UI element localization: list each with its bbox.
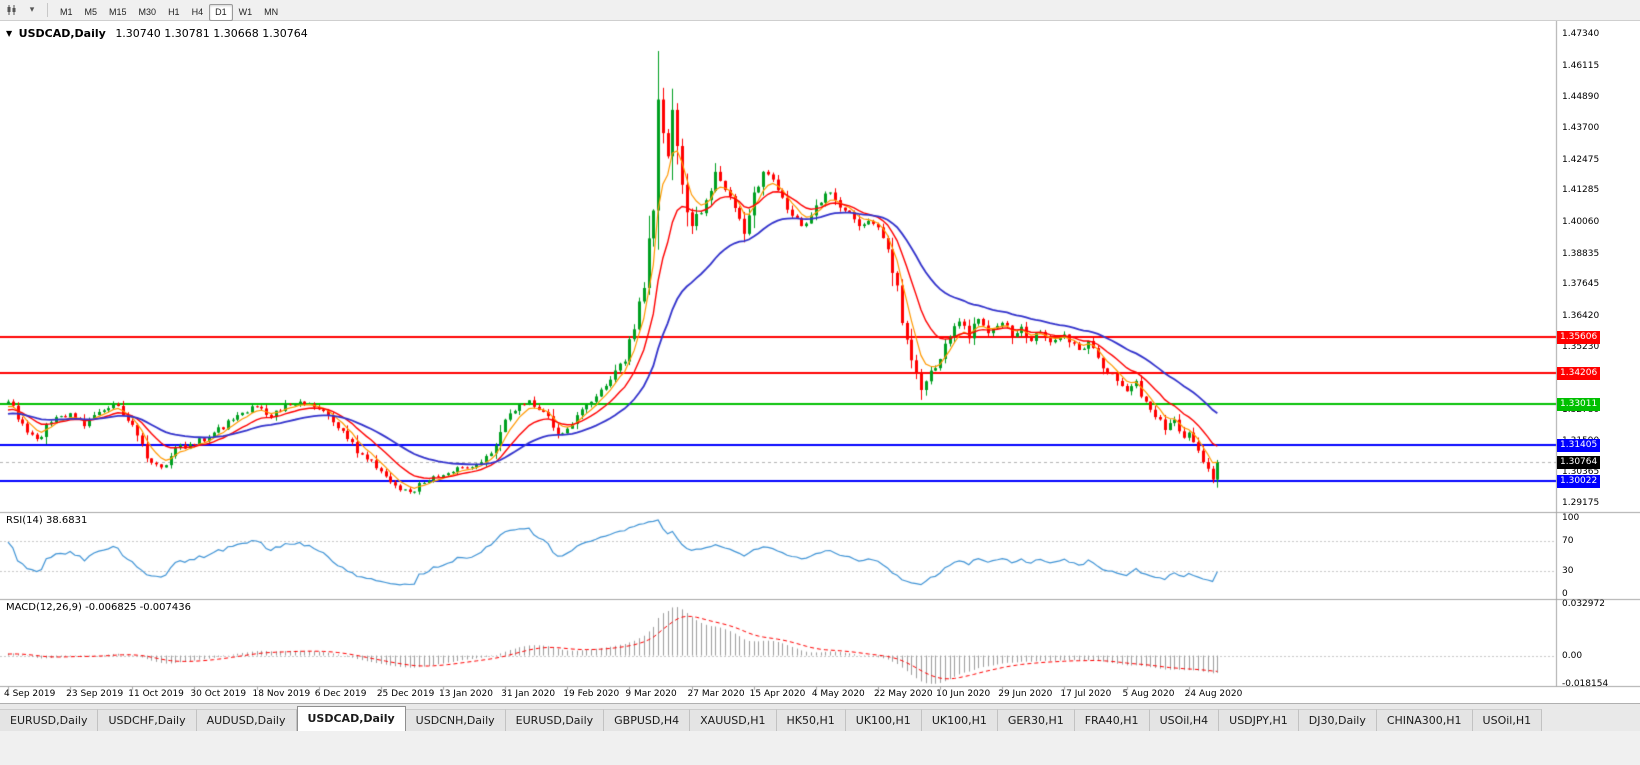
date-axis-label: 30 Oct 2019 — [190, 689, 247, 699]
hline-price-badge: 1.34206 — [1557, 367, 1601, 381]
chart-tab-gbpusd-h4[interactable]: GBPUSD,H4 — [604, 709, 691, 731]
price-axis-label: 1.42475 — [1562, 154, 1600, 165]
timeframe-button-h1[interactable]: H1 — [162, 4, 186, 21]
date-axis-label: 4 Sep 2019 — [4, 689, 56, 699]
price-axis-label: 1.43700 — [1562, 122, 1600, 133]
chart-ohlc-values: 1.30740 1.30781 1.30668 1.30764 — [115, 27, 308, 40]
chart-tab-hk50-h1[interactable]: HK50,H1 — [776, 709, 846, 731]
timeframe-button-m30[interactable]: M30 — [133, 4, 163, 21]
date-axis-label: 17 Jul 2020 — [1060, 689, 1112, 699]
date-axis-label: 27 Mar 2020 — [687, 689, 745, 699]
toolbar-separator — [47, 3, 48, 17]
price-axis-label: 1.40060 — [1562, 216, 1600, 227]
date-axis-label: 25 Dec 2019 — [376, 689, 435, 699]
top-toolbar: ▾ M1 M5 M15 M30 H1 H4 D1 W1 MN — [0, 0, 1640, 21]
timeframe-button-m1[interactable]: M1 — [54, 4, 79, 21]
chart-tab-eurusd-daily[interactable]: EURUSD,Daily — [0, 709, 99, 731]
macd-axis-label: 0.00 — [1562, 650, 1583, 661]
bottom-filler — [0, 731, 1640, 765]
price-axis-label: 1.41285 — [1562, 185, 1600, 196]
chart-tab-usoil-h4[interactable]: USOil,H4 — [1149, 709, 1220, 731]
chart-type-icon[interactable] — [3, 2, 21, 19]
date-axis-label: 18 Nov 2019 — [252, 689, 311, 699]
chart-symbol-period: USDCAD,Daily — [18, 27, 106, 40]
hline-price-badge: 1.31405 — [1557, 439, 1601, 453]
chart-tab-xauusd-h1[interactable]: XAUUSD,H1 — [690, 709, 777, 731]
timeframe-button-m5[interactable]: M5 — [79, 4, 104, 21]
chart-tab-usdcnh-daily[interactable]: USDCNH,Daily — [405, 709, 506, 731]
price-axis-label: 1.44890 — [1562, 92, 1600, 103]
chart-title-overlay: ▼ USDCAD,Daily 1.30740 1.30781 1.30668 1… — [6, 27, 308, 40]
price-axis-label: 1.36420 — [1562, 310, 1600, 321]
date-axis-label: 15 Apr 2020 — [749, 689, 806, 699]
caret-down-icon[interactable]: ▾ — [29, 5, 35, 15]
price-axis-label: 1.46115 — [1562, 60, 1600, 71]
date-axis-label: 19 Feb 2020 — [563, 689, 620, 699]
hline-price-badge: 1.33011 — [1557, 397, 1601, 411]
chart-tab-uk100-h1[interactable]: UK100,H1 — [845, 709, 922, 731]
chart-tab-usdcad-daily[interactable]: USDCAD,Daily — [296, 706, 406, 731]
timeframe-button-mn[interactable]: MN — [258, 4, 284, 21]
price-axis-label: 1.35230 — [1562, 341, 1600, 352]
timeframe-button-m15[interactable]: M15 — [103, 4, 133, 21]
date-axis-label: 24 Aug 2020 — [1184, 689, 1243, 699]
chart-tab-fra40-h1[interactable]: FRA40,H1 — [1074, 709, 1150, 731]
chart-tab-audusd-daily[interactable]: AUDUSD,Daily — [196, 709, 297, 731]
date-axis-label: 29 Jun 2020 — [998, 689, 1053, 699]
hline-price-badge: 1.35606 — [1557, 330, 1601, 344]
chart-canvas[interactable] — [0, 21, 1640, 703]
rsi-axis-label: 0 — [1562, 589, 1568, 599]
date-axis-label: 31 Jan 2020 — [501, 689, 556, 699]
chart-tab-uk100-h1[interactable]: UK100,H1 — [921, 709, 998, 731]
price-axis-label: 1.30365 — [1562, 467, 1600, 478]
chart-tab-eurusd-daily[interactable]: EURUSD,Daily — [505, 709, 605, 731]
chart-tabs-bar: EURUSD,Daily USDCHF,Daily AUDUSD,Daily USDC… — [0, 703, 1640, 731]
date-axis-label: 6 Dec 2019 — [314, 689, 367, 699]
timeframe-button-group: M1 M5 M15 M30 H1 H4 D1 W1 MN — [54, 0, 284, 21]
chart-tab-usdjpy-h1[interactable]: USDJPY,H1 — [1219, 709, 1299, 731]
macd-axis-label: 0.032972 — [1562, 599, 1605, 609]
date-axis-label: 10 Jun 2020 — [936, 689, 991, 699]
candlestick-glyph — [7, 5, 16, 15]
price-axis-label: 1.37645 — [1562, 279, 1600, 290]
date-axis-label: 4 May 2020 — [811, 689, 865, 699]
rsi-axis-label: 30 — [1562, 566, 1574, 577]
timeframe-button-d1[interactable]: D1 — [209, 3, 233, 21]
rsi-indicator-label: RSI(14) 38.6831 — [6, 515, 88, 526]
date-axis-label: 23 Sep 2019 — [66, 689, 124, 699]
price-axis-label: 1.38835 — [1562, 248, 1600, 259]
price-axis-label: 1.47340 — [1562, 28, 1600, 39]
price-axis-label: 1.29175 — [1562, 497, 1600, 508]
chart-tab-ger30-h1[interactable]: GER30,H1 — [997, 709, 1075, 731]
timeframe-button-h4[interactable]: H4 — [186, 4, 210, 21]
date-axis-label: 22 May 2020 — [873, 689, 933, 699]
chart-window: ▼ USDCAD,Daily 1.30740 1.30781 1.30668 1… — [0, 21, 1640, 703]
chart-tab-usdchf-daily[interactable]: USDCHF,Daily — [98, 709, 197, 731]
chart-tab-china300-h1[interactable]: CHINA300,H1 — [1376, 709, 1473, 731]
chart-tab-dj30-daily[interactable]: DJ30,Daily — [1298, 709, 1377, 731]
rsi-axis-label: 70 — [1562, 535, 1574, 546]
current-price-badge: 1.30764 — [1557, 455, 1601, 469]
macd-indicator-label: MACD(12,26,9) -0.006825 -0.007436 — [6, 602, 191, 613]
chart-tab-usoil-h1[interactable]: USOil,H1 — [1472, 709, 1543, 731]
date-axis-label: 5 Aug 2020 — [1122, 689, 1175, 699]
date-axis-label: 13 Jan 2020 — [438, 689, 493, 699]
rsi-axis-label: 100 — [1562, 513, 1580, 523]
hline-price-badge: 1.30022 — [1557, 475, 1601, 489]
symbol-dropdown-icon[interactable]: ▼ — [6, 29, 13, 38]
timeframe-button-w1[interactable]: W1 — [233, 4, 259, 21]
date-axis-label: 11 Oct 2019 — [128, 689, 184, 699]
macd-axis-label: -0.018154 — [1562, 679, 1609, 689]
date-axis-label: 9 Mar 2020 — [625, 689, 677, 699]
